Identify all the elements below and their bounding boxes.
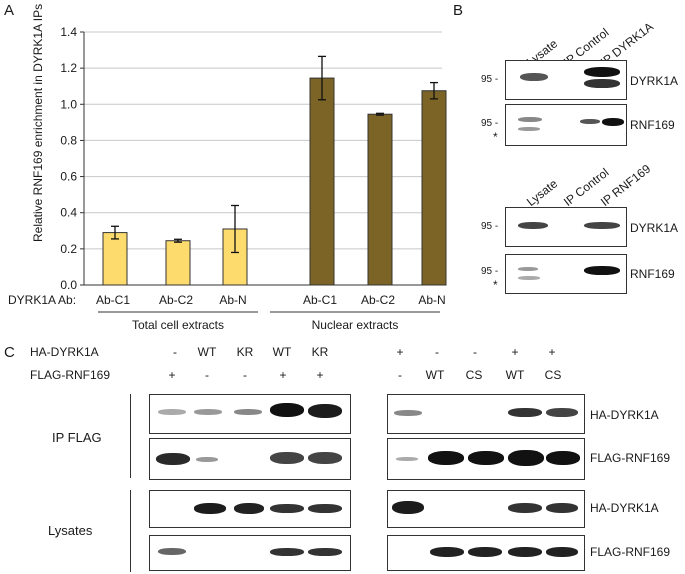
ip-flag-label: IP FLAG bbox=[52, 430, 102, 445]
x-category-label: Ab-N bbox=[418, 293, 445, 307]
asterisk-2: * bbox=[493, 278, 498, 292]
bar bbox=[367, 113, 393, 286]
blot-b-rnf169-top bbox=[505, 104, 627, 146]
left-ha-1: - bbox=[173, 345, 177, 359]
blot-label-c-1: HA-DYRK1A bbox=[590, 408, 659, 422]
asterisk-1: * bbox=[493, 130, 498, 144]
blot-c-left-4 bbox=[149, 535, 351, 571]
x-category-label: Ab-C1 bbox=[96, 293, 130, 307]
y-tick-labels: 0.0 0.2 0.4 0.6 0.8 1.0 1.2 1.4 bbox=[60, 25, 77, 292]
right-ha-3: - bbox=[473, 345, 477, 359]
x-category-labels: Ab-C1 Ab-C2 Ab-N Ab-C1 Ab-C2 Ab-N bbox=[96, 293, 446, 307]
bar bbox=[421, 90, 447, 286]
chart-bars bbox=[102, 77, 447, 286]
blot-label-c-3: HA-DYRK1A bbox=[590, 501, 659, 515]
left-ha-5: KR bbox=[311, 345, 329, 359]
blot-c-right-3 bbox=[387, 490, 585, 528]
y-tick-label: 0.0 bbox=[60, 278, 77, 292]
lane-label-lysate-bottom: Lysate bbox=[524, 176, 561, 210]
left-ha-2: WT bbox=[197, 345, 217, 359]
bar bbox=[165, 240, 191, 286]
panel-b-letter: B bbox=[453, 2, 464, 19]
y-tick-label: 1.0 bbox=[60, 97, 77, 111]
left-flag-3: - bbox=[243, 368, 247, 382]
right-ha-2: - bbox=[435, 345, 439, 359]
blot-b-dyrk1a-bottom bbox=[505, 207, 627, 247]
right-flag-4: WT bbox=[505, 368, 525, 382]
blot-label-c-2: FLAG-RNF169 bbox=[590, 451, 671, 465]
error-bars bbox=[111, 55, 438, 254]
left-flag-1: + bbox=[168, 368, 176, 382]
x-category-label: Ab-C2 bbox=[159, 293, 193, 307]
blot-b-dyrk1a-top bbox=[505, 60, 627, 100]
blot-label-b-4: RNF169 bbox=[630, 267, 675, 281]
blot-c-left-2 bbox=[149, 438, 351, 480]
x-category-label: Ab-C1 bbox=[303, 293, 337, 307]
lysates-label: Lysates bbox=[48, 523, 93, 538]
y-tick-label: 0.6 bbox=[60, 170, 77, 184]
row-label-flag: FLAG-RNF169 bbox=[30, 368, 111, 382]
left-flag-5: + bbox=[316, 368, 324, 382]
blot-label-b-2: RNF169 bbox=[630, 118, 675, 132]
marker-95-4: 95 - bbox=[481, 266, 499, 277]
left-ha-4: WT bbox=[272, 345, 292, 359]
panel-a-letter: A bbox=[4, 2, 15, 19]
right-ha-4: + bbox=[511, 345, 519, 359]
ab-prefix-label: DYRK1A Ab: bbox=[8, 293, 77, 307]
y-tick-label: 0.2 bbox=[60, 242, 77, 256]
blot-label-c-4: FLAG-RNF169 bbox=[590, 545, 671, 559]
y-tick-label: 1.2 bbox=[60, 61, 77, 75]
row-label-ha: HA-DYRK1A bbox=[30, 345, 99, 359]
bar bbox=[309, 77, 335, 286]
y-tick-label: 1.4 bbox=[60, 25, 77, 39]
left-ha-3: KR bbox=[236, 345, 254, 359]
blot-label-b-1: DYRK1A bbox=[630, 74, 679, 88]
bar-chart: 0.00.20.40.60.81.01.21.4 Ab-C1 Ab-C2 Ab-N A… bbox=[60, 25, 447, 313]
marker-95-3: 95 - bbox=[481, 221, 499, 232]
x-category-label: Ab-C2 bbox=[361, 293, 395, 307]
marker-95-2: 95 - bbox=[481, 118, 499, 129]
blot-b-rnf169-bottom bbox=[505, 254, 627, 294]
blot-c-right-2 bbox=[387, 438, 585, 480]
right-flag-2: WT bbox=[425, 368, 445, 382]
blot-c-left-1 bbox=[149, 394, 351, 434]
right-flag-1: - bbox=[398, 368, 402, 382]
bracket-lysates bbox=[130, 490, 131, 572]
blot-c-left-3 bbox=[149, 490, 351, 528]
y-tick-label: 0.8 bbox=[60, 133, 77, 147]
left-flag-2: - bbox=[205, 368, 209, 382]
panel-c-letter: C bbox=[4, 344, 15, 361]
right-flag-3: CS bbox=[465, 368, 483, 382]
blot-c-right-1 bbox=[387, 394, 585, 434]
bar bbox=[102, 232, 128, 286]
blot-c-right-4 bbox=[387, 535, 585, 571]
group-label-nuclear: Nuclear extracts bbox=[311, 318, 399, 332]
bracket-ip-flag bbox=[130, 394, 131, 478]
right-flag-5: CS bbox=[544, 368, 562, 382]
right-ha-1: + bbox=[396, 345, 404, 359]
left-flag-4: + bbox=[279, 368, 287, 382]
right-ha-5: + bbox=[548, 345, 556, 359]
y-axis-label: Relative RNF169 enrichment in DYRK1A IPs bbox=[31, 3, 45, 242]
x-category-label: Ab-N bbox=[219, 293, 246, 307]
blot-label-b-3: DYRK1A bbox=[630, 221, 679, 235]
group-label-total: Total cell extracts bbox=[131, 318, 225, 332]
marker-95-1: 95 - bbox=[481, 74, 499, 85]
y-tick-label: 0.4 bbox=[60, 206, 77, 220]
